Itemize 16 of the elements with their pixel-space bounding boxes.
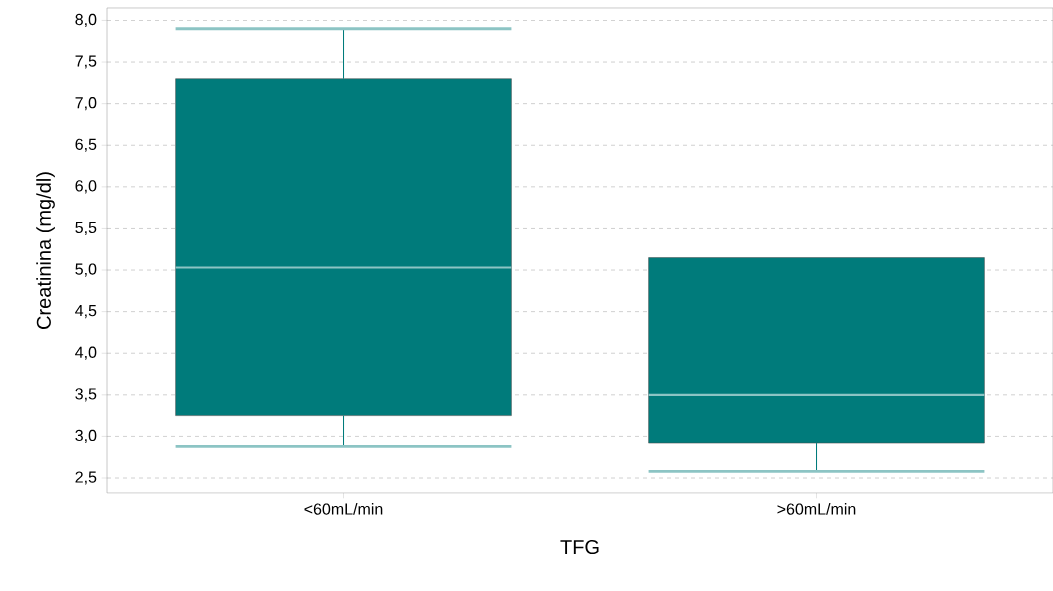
y-tick-label: 6,0 — [75, 180, 97, 194]
y-tick-label: 6,5 — [75, 138, 97, 152]
y-tick-label: 3,0 — [75, 429, 97, 444]
y-tick-label: 4,0 — [75, 346, 97, 360]
y-tick-label: 3,5 — [75, 388, 97, 402]
x-tick-label: >60mL/min — [777, 503, 856, 515]
x-tick-label: <60mL/min — [304, 503, 383, 515]
y-tick-label: 5,0 — [75, 263, 97, 277]
x-axis-title: TFG — [560, 539, 599, 555]
y-tick-label: 7,0 — [75, 97, 97, 111]
y-axis-title: Creatinina (mg/dl) — [36, 172, 55, 329]
y-tick-label: 5,5 — [75, 221, 97, 235]
y-tick-label: 4,5 — [75, 305, 97, 319]
y-tick-label: 8,0 — [75, 13, 97, 28]
y-tick-label: 2,5 — [75, 471, 97, 485]
y-tick-label: 7,5 — [75, 55, 97, 69]
